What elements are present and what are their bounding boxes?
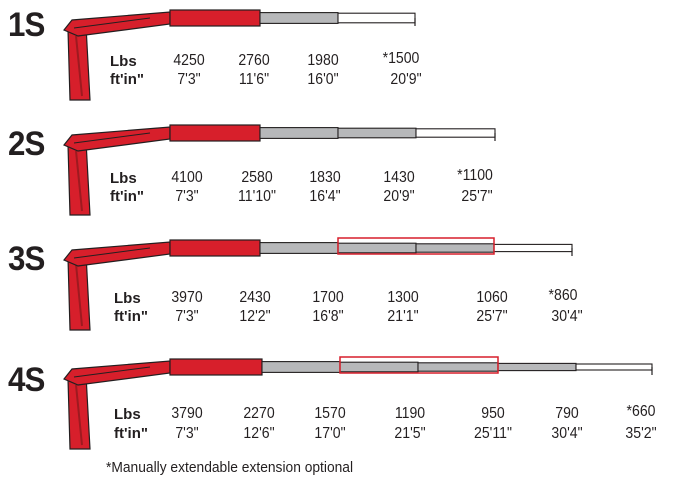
boom-extension: [415, 128, 496, 138]
outer-boom: [169, 239, 261, 257]
weight-unit-label: Lbs: [114, 290, 141, 307]
load-value: 3970: [171, 289, 203, 306]
load-value: 2760: [238, 52, 270, 69]
boom-extension: [339, 361, 419, 373]
load-value-optional: *660: [626, 403, 656, 420]
weight-unit-label: Lbs: [114, 406, 141, 423]
boom-extension: [337, 242, 417, 254]
length-unit-label: ft'in": [114, 308, 148, 325]
weight-unit-label: Lbs: [110, 53, 137, 70]
boom-extension: [417, 362, 499, 372]
boom-extension: [493, 243, 573, 253]
inner-boom: [63, 241, 171, 267]
extension-frame: [337, 237, 495, 255]
config-2s: 2S Lbs ft'in" 4100 2580 1830 1430 *1100 …: [0, 115, 681, 225]
hydraulic-cylinder: [73, 132, 151, 144]
load-value-optional: *1100: [457, 167, 493, 184]
load-value: 1570: [314, 405, 346, 422]
load-value: 2270: [243, 405, 275, 422]
reach-value: 16'4": [309, 188, 341, 205]
reach-value: 30'4": [551, 308, 583, 325]
outer-boom: [169, 124, 261, 142]
inner-boom: [63, 126, 171, 152]
boom-extension: [337, 12, 416, 24]
load-value: 1060: [476, 289, 508, 306]
reach-value: 25'7": [476, 308, 508, 325]
boom-extension: [259, 242, 339, 254]
hydraulic-cylinder: [73, 366, 151, 378]
crane-3s-drawing: [63, 237, 573, 331]
outer-boom: [169, 9, 261, 27]
column-shading: [75, 150, 83, 212]
boom-extension: [337, 127, 417, 139]
load-value: 2580: [241, 169, 273, 186]
reach-value: 7'3": [177, 71, 201, 88]
weight-unit-label: Lbs: [110, 170, 137, 187]
length-unit-label: ft'in": [114, 425, 148, 442]
load-value: 3790: [171, 405, 203, 422]
boom-extension: [259, 127, 339, 139]
reach-value: 20'9": [390, 71, 422, 88]
inner-boom: [63, 11, 171, 37]
load-value: 4250: [173, 52, 205, 69]
inner-boom: [63, 360, 171, 386]
model-label: 4S: [8, 361, 45, 399]
load-value: 1430: [383, 169, 415, 186]
boom-extension: [261, 361, 341, 373]
load-value: 1300: [387, 289, 419, 306]
reach-value: 30'4": [551, 425, 583, 442]
reach-value: 16'8": [312, 308, 344, 325]
load-value: 1830: [309, 169, 341, 186]
reach-value: 21'5": [394, 425, 426, 442]
reach-value: 7'3": [175, 188, 199, 205]
load-value-optional: *1500: [382, 50, 420, 67]
reach-value: 35'2": [625, 425, 657, 442]
reach-value: 20'9": [383, 188, 415, 205]
hydraulic-cylinder: [73, 247, 151, 259]
reach-value: 7'3": [175, 425, 199, 442]
footnote: *Manually extendable extension optional: [106, 459, 354, 476]
model-label: 3S: [8, 240, 45, 278]
length-unit-label: ft'in": [110, 71, 144, 88]
boom-extension: [497, 362, 577, 372]
load-value: 1700: [312, 289, 344, 306]
model-label: 1S: [8, 6, 45, 44]
load-value: 950: [481, 405, 505, 422]
reach-value: 16'0": [307, 71, 339, 88]
config-1s: 1S Lbs ft'in" 4250 2760 1980 *1500 7'3" …: [0, 0, 681, 110]
config-4s: 4S Lbs ft'in" 3790 2270 1570 1190 950 79…: [0, 345, 681, 455]
column-shading: [75, 384, 83, 446]
hydraulic-cylinder: [73, 17, 151, 29]
reach-value: 25'11": [474, 425, 512, 442]
boom-extension: [575, 363, 653, 371]
load-value: 4100: [171, 169, 203, 186]
crane-4s-drawing: [63, 356, 653, 450]
outer-boom: [169, 358, 263, 376]
load-value: 2430: [239, 289, 271, 306]
load-value: 790: [555, 405, 579, 422]
boom-extension: [259, 12, 339, 24]
load-value: 1190: [394, 405, 426, 422]
length-unit-label: ft'in": [110, 188, 144, 205]
load-value-optional: *860: [548, 287, 578, 304]
reach-value: 11'10": [238, 188, 276, 205]
model-label: 2S: [8, 125, 45, 163]
extension-frame: [339, 356, 499, 374]
column-shading: [75, 263, 83, 327]
reach-value: 25'7": [461, 188, 493, 205]
reach-value: 12'2": [239, 308, 271, 325]
boom-extension: [415, 243, 495, 253]
reach-value: 7'3": [175, 308, 199, 325]
reach-value: 21'1": [387, 308, 419, 325]
crane-2s-drawing: [63, 124, 496, 216]
reach-value: 12'6": [243, 425, 275, 442]
crane-1s-drawing: [63, 9, 416, 101]
config-3s: 3S Lbs ft'in" 3970 2430 1700 1300 1060 *…: [0, 230, 681, 340]
load-value: 1980: [307, 52, 339, 69]
column-shading: [75, 35, 83, 97]
reach-value: 11'6": [238, 71, 270, 88]
reach-value: 17'0": [314, 425, 346, 442]
